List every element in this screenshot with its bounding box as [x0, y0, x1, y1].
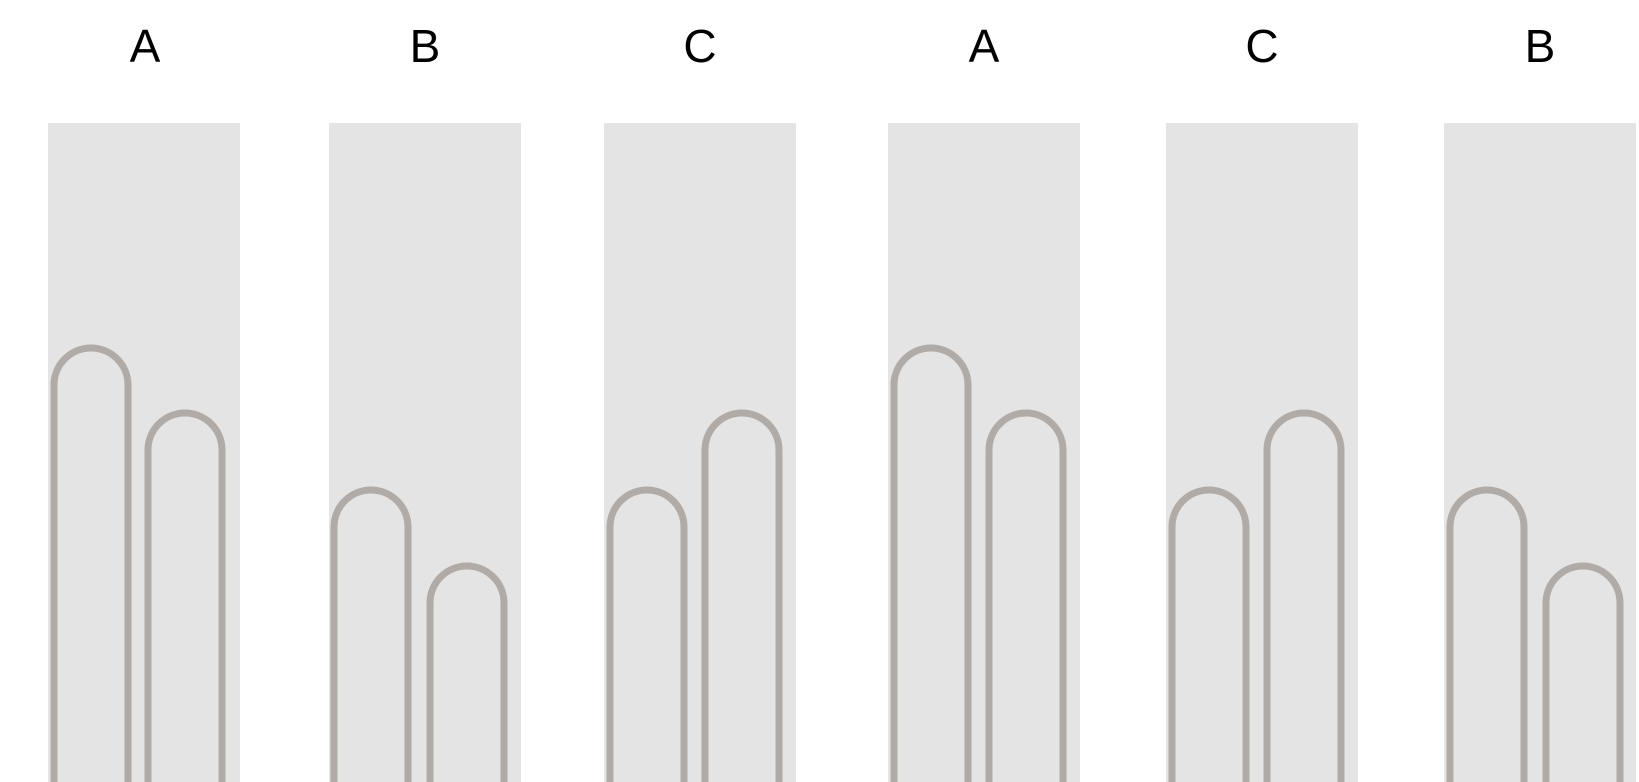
panel-background [1444, 123, 1636, 782]
panel-label-b: B [1525, 20, 1556, 72]
finger-medium [144, 409, 226, 782]
finger-medium [985, 409, 1067, 782]
finger-shortest [426, 562, 508, 782]
finger-shortest [1542, 562, 1624, 782]
finger-short [1446, 486, 1528, 782]
finger-short [606, 486, 688, 782]
panel-label-a: A [130, 20, 161, 72]
finger-short [330, 486, 412, 782]
panel-background [604, 123, 796, 782]
panel-c-2: C [1166, 20, 1358, 782]
finger-tall [890, 344, 972, 782]
panel-label-b: B [410, 20, 441, 72]
panel-b-1: B [329, 20, 521, 782]
finger-medium [1263, 409, 1345, 782]
finger-short [1168, 486, 1250, 782]
panel-a-2: A [888, 20, 1080, 782]
panel-c-1: C [604, 20, 796, 782]
finger-tall [50, 344, 132, 782]
panel-label-a: A [969, 20, 1000, 72]
panel-label-c: C [683, 20, 716, 72]
finger-medium [701, 409, 783, 782]
panel-b-2: B [1444, 20, 1636, 782]
panel-background [48, 123, 240, 782]
panel-background [1166, 123, 1358, 782]
panel-background [329, 123, 521, 782]
panel-background [888, 123, 1080, 782]
panel-label-c: C [1245, 20, 1278, 72]
panel-a-1: A [48, 20, 240, 782]
